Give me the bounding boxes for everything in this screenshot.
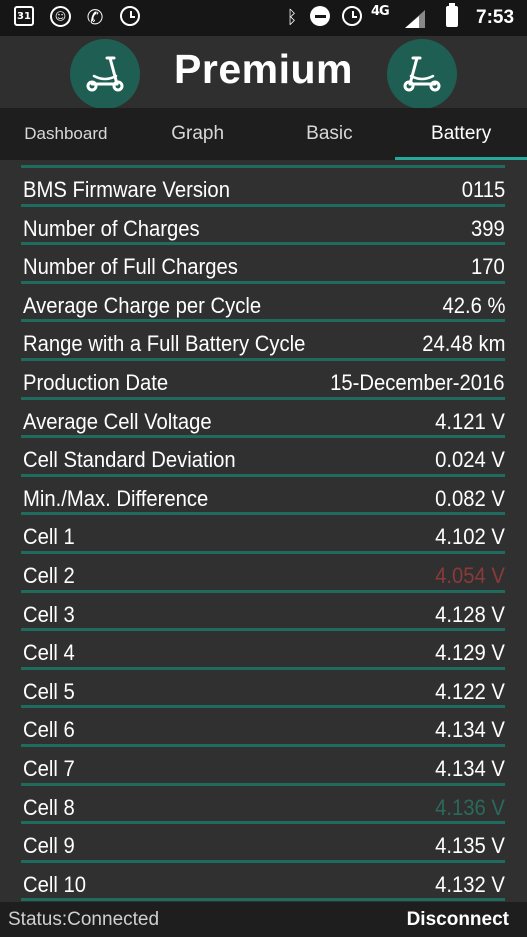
calendar-day: 31 — [17, 10, 31, 22]
signal-icon — [405, 10, 425, 28]
row-label: Range with a Full Battery Cycle — [23, 331, 306, 357]
row-value: 170 — [471, 254, 505, 280]
row-value: 0115 — [461, 177, 505, 202]
table-row: Number of Full Charges 170 — [21, 245, 505, 284]
row-value: 4.135 V — [435, 833, 505, 859]
alarm-icon — [120, 6, 140, 26]
battery-icon — [446, 3, 458, 27]
row-value: 0.024 V — [435, 447, 505, 473]
row-value: 4.132 V — [435, 871, 505, 897]
tab-basic[interactable]: Basic — [306, 123, 353, 144]
row-label: Cell 7 — [23, 756, 75, 781]
table-row: Cell 10 4.132 V — [21, 863, 505, 902]
row-label: BMS Firmware Version — [23, 177, 230, 202]
table-row: Min./Max. Difference 0.082 V — [21, 477, 505, 516]
row-value: 4.122 V — [435, 678, 505, 704]
row-label: Cell 5 — [23, 678, 75, 704]
row-label: Min./Max. Difference — [23, 485, 209, 511]
row-value: 4.136 V — [435, 794, 505, 820]
clock-time: 7:53 — [476, 7, 515, 28]
row-label: Number of Full Charges — [23, 254, 238, 280]
disconnect-button[interactable]: Disconnect — [406, 909, 509, 930]
messenger-icon: ☺ — [50, 6, 71, 27]
system-status-bar: 31 ☺ ✆ ᛒ 4G 7:53 — [0, 0, 527, 36]
row-label: Average Charge per Cycle — [23, 292, 262, 318]
table-row: Range with a Full Battery Cycle 24.48 km — [21, 322, 505, 361]
partial-list-row — [21, 160, 505, 168]
row-value: 42.6 % — [441, 292, 505, 318]
tab-graph[interactable]: Graph — [171, 123, 225, 144]
row-label: Cell 9 — [23, 833, 75, 859]
tab-dashboard[interactable]: Dashboard — [24, 124, 108, 143]
table-row: Cell 1 4.102 V — [21, 515, 505, 554]
scooter-logo-right — [387, 39, 457, 109]
table-row: Cell 4 4.129 V — [21, 631, 505, 670]
row-label: Cell 2 — [23, 563, 75, 588]
calendar-icon: 31 — [14, 6, 34, 26]
connection-status: Status:Connected — [8, 909, 160, 930]
row-value: 4.102 V — [435, 524, 505, 550]
table-row: Cell 6 4.134 V — [21, 708, 505, 747]
scooter-icon — [86, 56, 124, 92]
row-value: 4.054 V — [435, 563, 505, 588]
page-title: Premium — [174, 46, 353, 92]
battery-info-list[interactable]: BMS Firmware Version 0115 Number of Charge… — [0, 160, 527, 902]
row-label: Cell Standard Deviation — [23, 447, 236, 473]
row-label: Cell 10 — [23, 871, 87, 897]
scooter-logo-left — [70, 39, 140, 109]
table-row: Cell 8 4.136 V — [21, 786, 505, 825]
row-value: 4.121 V — [435, 408, 505, 434]
row-label: Cell 8 — [23, 794, 75, 820]
bluetooth-icon: ᛒ — [286, 6, 298, 28]
row-label: Cell 6 — [23, 717, 75, 743]
tab-battery[interactable]: Battery — [395, 108, 527, 160]
table-row: Cell 9 4.135 V — [21, 824, 505, 863]
table-row: BMS Firmware Version 0115 — [21, 168, 505, 207]
row-label: Cell 4 — [23, 640, 75, 666]
table-row: Average Cell Voltage 4.121 V — [21, 400, 505, 439]
row-value: 15-December-2016 — [330, 370, 505, 395]
row-value: 4.129 V — [435, 640, 505, 666]
table-row: Cell 5 4.122 V — [21, 670, 505, 709]
alarm-icon — [342, 6, 362, 26]
table-row: Cell 2 4.054 V — [21, 554, 505, 593]
row-value: 24.48 km — [421, 331, 505, 357]
tab-bar: Dashboard Graph Basic Battery — [0, 108, 527, 160]
row-label: Average Cell Voltage — [23, 408, 212, 434]
table-row: Cell Standard Deviation 0.024 V — [21, 438, 505, 477]
table-row: Number of Charges 399 — [21, 207, 505, 246]
row-label: Cell 1 — [23, 524, 75, 550]
connection-bar: Status:Connected Disconnect — [0, 902, 527, 937]
scooter-icon — [403, 56, 441, 92]
row-value: 4.134 V — [435, 756, 505, 781]
do-not-disturb-icon — [310, 6, 330, 26]
table-row: Cell 7 4.134 V — [21, 747, 505, 786]
network-type: 4G — [371, 4, 390, 19]
row-value: 399 — [471, 215, 505, 241]
row-value: 4.134 V — [435, 717, 505, 743]
table-row: Cell 3 4.128 V — [21, 593, 505, 632]
row-value: 0.082 V — [435, 485, 505, 511]
row-label: Number of Charges — [23, 215, 200, 241]
phone-wifi-icon: ✆ — [86, 5, 104, 29]
app-header: Premium — [0, 36, 527, 109]
row-label: Cell 3 — [23, 601, 75, 627]
table-row: Production Date 15-December-2016 — [21, 361, 505, 400]
row-value: 4.128 V — [435, 601, 505, 627]
table-row: Average Charge per Cycle 42.6 % — [21, 284, 505, 323]
row-label: Production Date — [23, 370, 169, 395]
